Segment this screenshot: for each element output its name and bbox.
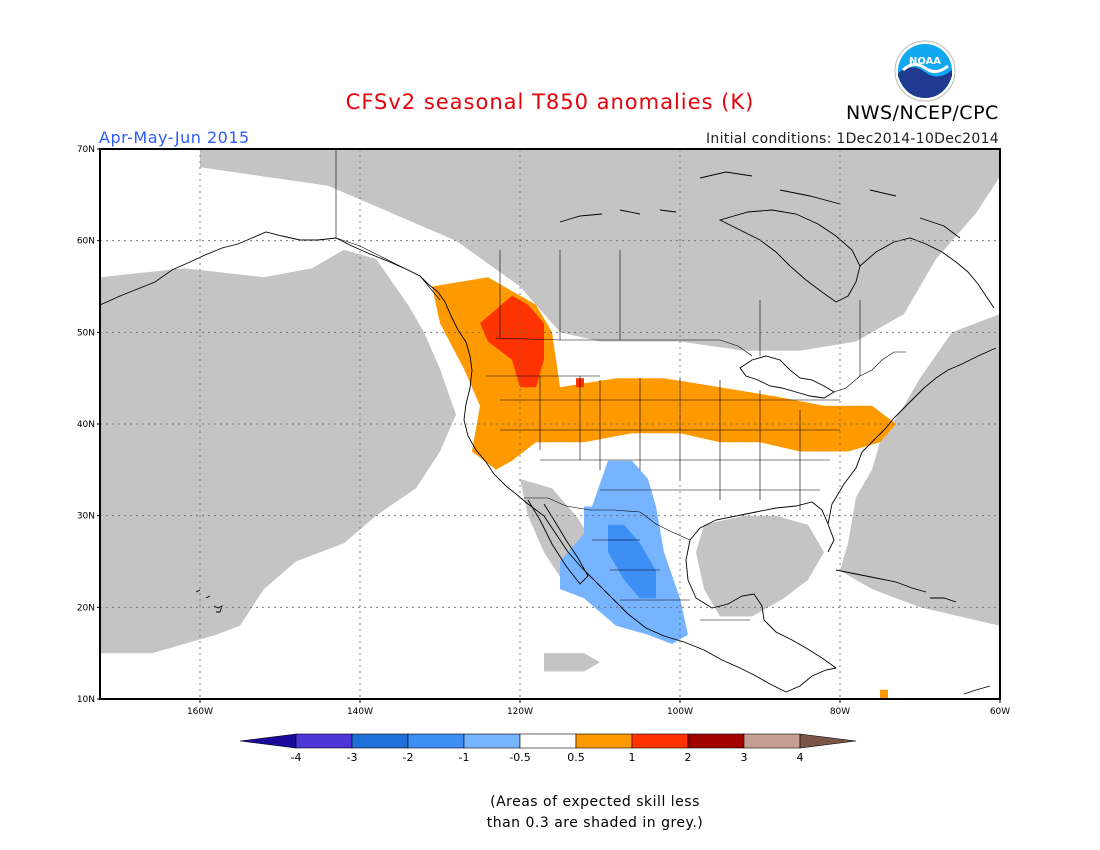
lon-tick-label: 100W	[667, 707, 693, 717]
gulf-coast	[689, 501, 835, 553]
hispaniola	[930, 597, 957, 603]
color-legend: -4 -3 -2 -1 -0.5 0.5 1 2 3 4	[239, 733, 857, 764]
lon-tick-label: 140W	[347, 707, 373, 717]
colorbar-box	[295, 733, 353, 749]
latitude-ticks: 10N 20N 30N 40N 50N 60N 70N	[77, 145, 100, 705]
arctic-islands	[559, 171, 961, 239]
atlantic-mask	[840, 314, 1000, 626]
political-border-layer	[335, 149, 906, 621]
colorbar-label: 3	[741, 751, 748, 764]
us-mexico-border	[524, 497, 691, 541]
colorbar-box	[631, 733, 689, 749]
colorbar-label: -3	[347, 751, 358, 764]
lat-tick-label: 20N	[77, 603, 95, 613]
colorbar-box	[519, 733, 577, 749]
colorbar-box	[743, 733, 801, 749]
initial-conditions-label: Initial conditions: 1Dec2014-10Dec2014	[706, 131, 999, 147]
anomaly-layer	[432, 277, 896, 699]
colorbar-boxes	[239, 733, 857, 749]
colorbar-label: 4	[797, 751, 804, 764]
colorbar-labels: -4 -3 -2 -1 -0.5 0.5 1 2 3 4	[291, 751, 804, 764]
canada-arctic-mask	[200, 149, 1000, 351]
colorbar-box	[463, 733, 521, 749]
labrador-coast	[859, 237, 995, 309]
map-title: CFSv2 seasonal T850 anomalies (K)	[345, 90, 755, 114]
north-pacific-mask	[100, 249, 456, 654]
colorbar-label: 1	[629, 751, 636, 764]
skill-note-line-2: than 0.3 are shaded in grey.)	[486, 815, 704, 831]
gridline-layer	[100, 149, 1000, 699]
lat-tick-label: 30N	[77, 512, 95, 522]
noaa-logo-text: NOAA	[909, 56, 941, 67]
skill-note: (Areas of expected skill less than 0.3 a…	[0, 792, 1100, 834]
bc-coastline	[444, 301, 545, 517]
central-america	[785, 667, 991, 695]
skill-note-line-1: (Areas of expected skill less	[490, 794, 700, 810]
colorbar-label: -1	[459, 751, 470, 764]
us-state-lines	[486, 375, 840, 510]
mexico-state-lines	[592, 539, 750, 621]
season-label: Apr-May-Jun 2015	[99, 128, 250, 147]
lon-tick-label: 160W	[187, 707, 213, 717]
colorbar-label: -0.5	[509, 751, 530, 764]
lon-tick-label: 80W	[830, 707, 850, 717]
noaa-emblem-icon: NOAA	[894, 40, 956, 102]
agency-label: NWS/NCEP/CPC	[846, 102, 999, 124]
colorbar-box	[351, 733, 409, 749]
mexico-east-coast	[685, 539, 837, 669]
colorbar-label: 2	[685, 751, 692, 764]
lat-tick-label: 70N	[77, 145, 95, 155]
colorbar-label: -2	[403, 751, 414, 764]
lat-tick-label: 50N	[77, 328, 95, 338]
cuba	[835, 569, 927, 593]
colorbar-label: -4	[291, 751, 302, 764]
caribbean-warm-spot	[880, 689, 888, 699]
hudson-bay	[718, 209, 861, 303]
colorbar-arrow-high	[799, 733, 857, 749]
colorbar-box	[687, 733, 745, 749]
mexico-west-coast	[543, 515, 787, 693]
eastern-pacific-mask	[544, 653, 600, 672]
us-east-coast	[827, 347, 997, 525]
mexico-cool-core	[608, 524, 656, 599]
colorbar-arrow-low	[239, 733, 297, 749]
hawaii-islands	[195, 589, 223, 613]
subtropical-pacific-mask	[100, 497, 176, 589]
lat-tick-label: 10N	[77, 695, 95, 705]
pacific-northwest-warm	[432, 277, 896, 470]
lon-tick-label: 120W	[507, 707, 533, 717]
noaa-logo: NOAA	[894, 40, 956, 102]
lon-tick-label: 60W	[990, 707, 1010, 717]
colorbar-box	[575, 733, 633, 749]
baja-california	[527, 499, 589, 585]
british-columbia-warm	[480, 295, 544, 388]
colorbar-box	[407, 733, 465, 749]
colorbar-label: 0.5	[567, 751, 585, 764]
canada-province-lines	[419, 250, 861, 376]
longitude-ticks: 160W 140W 120W 100W 80W 60W	[187, 699, 1010, 717]
gulf-of-mexico-mask	[696, 515, 824, 617]
lat-tick-label: 60N	[77, 237, 95, 247]
lat-tick-label: 40N	[77, 420, 95, 430]
alaska-canada-border	[335, 149, 421, 277]
